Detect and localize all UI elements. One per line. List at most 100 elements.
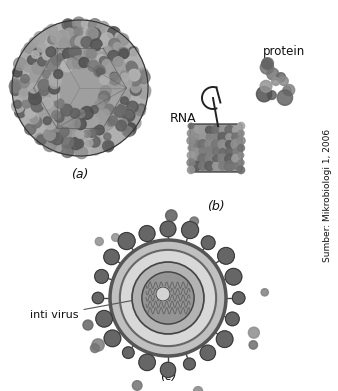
Circle shape [116, 105, 126, 114]
Circle shape [44, 129, 54, 140]
Circle shape [161, 362, 175, 377]
Circle shape [43, 117, 51, 125]
Circle shape [47, 24, 57, 35]
Circle shape [182, 222, 198, 239]
Circle shape [64, 20, 73, 29]
Circle shape [96, 68, 104, 76]
Circle shape [43, 52, 51, 60]
Circle shape [118, 104, 125, 112]
Text: (b): (b) [207, 200, 225, 213]
Circle shape [20, 79, 29, 88]
Circle shape [51, 92, 59, 100]
Circle shape [56, 54, 65, 62]
Circle shape [218, 133, 227, 142]
Circle shape [88, 128, 97, 137]
FancyBboxPatch shape [190, 124, 242, 172]
Circle shape [63, 48, 74, 60]
Circle shape [77, 110, 85, 118]
Circle shape [139, 226, 155, 242]
Circle shape [98, 91, 110, 103]
Circle shape [51, 32, 62, 43]
Circle shape [97, 55, 105, 63]
Circle shape [89, 136, 100, 147]
Circle shape [231, 140, 241, 149]
Circle shape [107, 27, 120, 39]
Circle shape [95, 125, 104, 135]
Circle shape [34, 32, 46, 43]
Circle shape [88, 19, 101, 32]
Circle shape [119, 49, 129, 58]
Circle shape [81, 19, 90, 28]
Circle shape [238, 160, 244, 166]
Circle shape [233, 292, 245, 304]
Circle shape [205, 161, 214, 170]
Circle shape [232, 133, 240, 142]
Circle shape [267, 91, 276, 99]
Circle shape [138, 84, 151, 97]
Circle shape [43, 27, 52, 37]
Circle shape [70, 46, 81, 58]
Circle shape [91, 39, 102, 50]
Circle shape [121, 71, 128, 79]
Circle shape [129, 73, 141, 86]
Circle shape [187, 167, 195, 174]
Circle shape [187, 152, 195, 159]
Circle shape [115, 32, 125, 42]
Circle shape [123, 123, 136, 136]
Circle shape [39, 79, 49, 89]
Circle shape [187, 130, 195, 137]
Text: (a): (a) [71, 168, 89, 181]
Circle shape [75, 118, 86, 130]
Circle shape [123, 109, 135, 121]
Circle shape [99, 57, 108, 65]
Circle shape [37, 135, 46, 145]
Circle shape [187, 159, 195, 167]
Text: Sumber: Mikrobiologi 1, 2006: Sumber: Mikrobiologi 1, 2006 [323, 128, 333, 262]
Circle shape [76, 147, 88, 159]
Circle shape [29, 92, 41, 105]
Circle shape [82, 117, 94, 129]
Circle shape [46, 48, 55, 57]
Circle shape [119, 119, 127, 127]
Circle shape [100, 86, 111, 97]
Circle shape [262, 58, 273, 70]
Circle shape [192, 134, 199, 141]
Circle shape [108, 50, 119, 62]
Circle shape [83, 127, 95, 140]
Circle shape [31, 95, 39, 103]
Text: inti virus: inti virus [30, 301, 132, 320]
Circle shape [205, 140, 214, 149]
Circle shape [35, 133, 46, 144]
Circle shape [54, 113, 64, 122]
Circle shape [140, 85, 149, 94]
Circle shape [120, 250, 216, 346]
Circle shape [279, 77, 288, 86]
Circle shape [49, 74, 62, 86]
Circle shape [62, 19, 74, 30]
Circle shape [104, 133, 111, 140]
Circle shape [125, 123, 136, 133]
Circle shape [86, 28, 98, 39]
Circle shape [199, 148, 206, 155]
Circle shape [67, 58, 78, 69]
Circle shape [64, 28, 74, 38]
Circle shape [30, 68, 42, 80]
Circle shape [261, 289, 268, 296]
Circle shape [49, 121, 60, 132]
Circle shape [92, 292, 104, 304]
Circle shape [52, 111, 61, 119]
Circle shape [233, 149, 239, 155]
Circle shape [260, 61, 273, 74]
Circle shape [88, 28, 101, 40]
Circle shape [70, 108, 80, 118]
Circle shape [128, 47, 138, 56]
Circle shape [126, 111, 133, 118]
Circle shape [46, 59, 58, 71]
Circle shape [55, 145, 63, 153]
Circle shape [232, 154, 240, 163]
Circle shape [104, 249, 119, 265]
Circle shape [59, 38, 71, 50]
Circle shape [137, 104, 146, 113]
Circle shape [34, 48, 42, 56]
Circle shape [225, 154, 234, 163]
